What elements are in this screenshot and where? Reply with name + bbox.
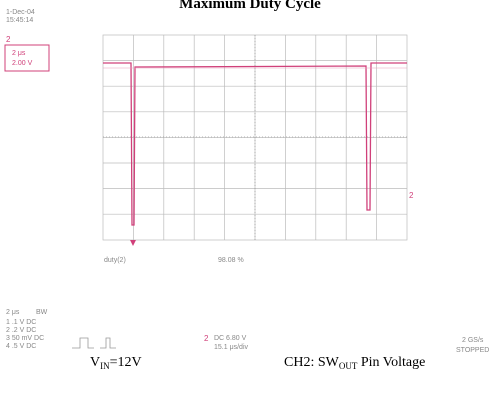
- caption-left: VIN=12V: [90, 355, 142, 371]
- channel-setting: 2 .2 V DC: [6, 327, 36, 334]
- measurement-label: duty(2): [104, 257, 126, 264]
- channel-box: [5, 45, 49, 71]
- readout-marker: 2: [204, 334, 209, 343]
- channel-box-line: 2 μs: [12, 50, 26, 57]
- time: 15:45:14: [6, 17, 33, 24]
- sample-rate: 2 GS/s: [462, 337, 484, 344]
- channel-setting: 4 .5 V DC: [6, 343, 36, 350]
- timebase: 2 μs: [6, 309, 20, 316]
- status: STOPPED: [456, 347, 489, 354]
- channel-setting: 1 .1 V DC: [6, 319, 36, 326]
- channel-marker: 2: [6, 35, 11, 44]
- measurement-value: 98.08 %: [218, 257, 244, 264]
- trigger-icon: [72, 338, 116, 348]
- mode: BW: [36, 309, 48, 316]
- date: 1-Dec-04: [6, 9, 35, 16]
- title: Maximum Duty Cycle: [179, 0, 321, 12]
- trigger-arrow: [130, 240, 136, 246]
- channel-setting: 3 50 mV DC: [6, 335, 44, 342]
- channel-box-line: 2.00 V: [12, 60, 33, 67]
- readout-line: DC 6.80 V: [214, 335, 247, 342]
- readout-line: 15.1 μs/div: [214, 344, 248, 351]
- caption-right: CH2: SWOUT Pin Voltage: [284, 355, 425, 371]
- trace-marker: 2: [409, 191, 414, 200]
- scope-capture: Maximum Duty Cycle 1-Dec-04 15:45:14 2 2…: [0, 0, 497, 404]
